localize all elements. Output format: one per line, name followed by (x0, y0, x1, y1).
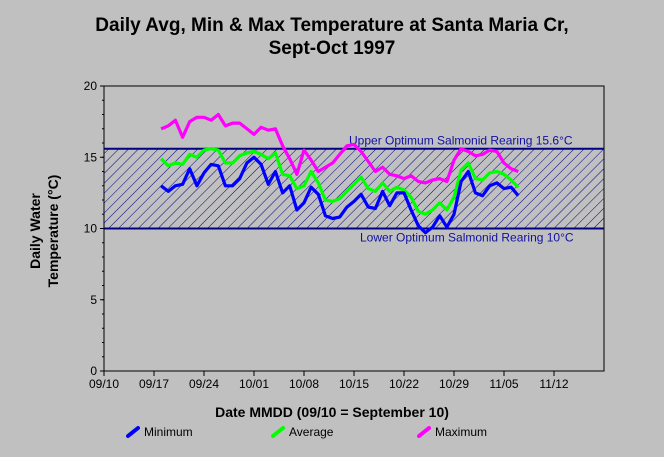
legend: Minimum Average Maximum (0, 425, 664, 445)
series-line-minimum (160, 155, 520, 235)
series-line-average (159, 147, 520, 216)
legend-swatch-minimum (126, 426, 140, 438)
lower-optimum-label: Lower Optimum Salmonid Rearing 10°C (360, 231, 574, 245)
chart-title: Daily Avg, Min & Max Temperature at Sant… (0, 14, 664, 60)
legend-label-minimum: Minimum (144, 425, 193, 439)
y-tick-label: 0 (90, 364, 97, 378)
chart-title-line2: Sept-Oct 1997 (268, 38, 396, 59)
legend-item-minimum: Minimum (126, 425, 193, 439)
y-axis-label-line1: Daily Water (27, 193, 43, 269)
legend-item-average: Average (271, 425, 333, 439)
x-tick-label: 10/01 (239, 377, 269, 391)
legend-label-average: Average (289, 425, 334, 439)
x-tick-label: 10/08 (289, 377, 319, 391)
y-tick-label: 20 (84, 79, 98, 93)
chart-title-line1: Daily Avg, Min & Max Temperature at Sant… (95, 15, 569, 36)
legend-swatch-average (271, 426, 285, 438)
x-tick-label: 11/12 (539, 377, 568, 391)
y-tick-label: 5 (90, 293, 97, 307)
x-tick-label: 10/22 (389, 377, 419, 391)
y-tick-label: 15 (84, 150, 98, 164)
x-tick-label: 09/17 (139, 377, 169, 391)
x-tick-label: 10/15 (339, 377, 369, 391)
x-axis-label: Date MMDD (09/10 = September 10) (215, 404, 449, 420)
legend-item-maximum: Maximum (417, 425, 487, 439)
y-axis-label: Daily Water Temperature (°C) (26, 175, 62, 288)
y-axis-label-line2: Temperature (°C) (45, 174, 61, 288)
legend-label-maximum: Maximum (435, 425, 488, 439)
upper-optimum-label: Upper Optimum Salmonid Rearing 15.6°C (349, 134, 573, 148)
optimum-band-hatch (104, 148, 604, 229)
legend-swatch-maximum (417, 426, 431, 438)
x-tick-label: 09/10 (89, 377, 119, 391)
x-tick-label: 09/24 (189, 377, 219, 391)
series-line-maximum (160, 112, 519, 185)
x-tick-label: 10/29 (439, 377, 469, 391)
x-tick-label: 11/05 (489, 377, 518, 391)
y-tick-label: 10 (84, 222, 98, 236)
